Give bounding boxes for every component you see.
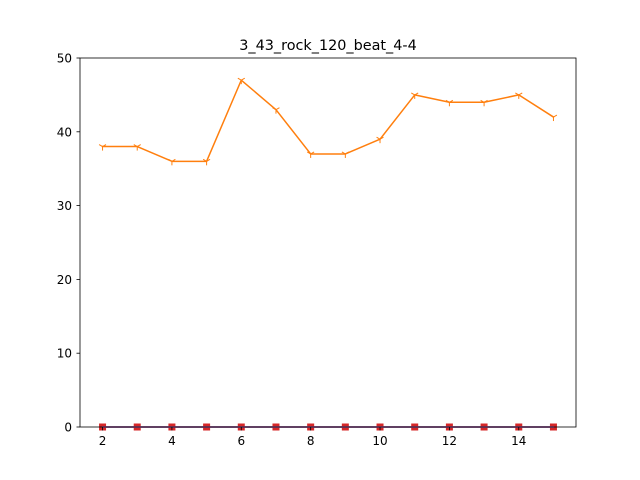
series-1-point xyxy=(410,92,419,99)
series-1-point xyxy=(480,99,488,107)
series-layer xyxy=(98,77,558,431)
series-1-line xyxy=(101,79,555,163)
x-tick-label: 14 xyxy=(511,434,526,448)
y-tick-label: 10 xyxy=(57,347,72,361)
series-1-point xyxy=(341,151,350,158)
y-tick-label: 30 xyxy=(57,199,72,213)
x-tick-label: 2 xyxy=(99,434,107,448)
series-1-point xyxy=(549,114,558,122)
x-tick-label: 4 xyxy=(168,434,176,448)
series-1-point xyxy=(133,144,141,151)
series-1-point xyxy=(98,144,107,151)
chart-title: 3_43_rock_120_beat_4-4 xyxy=(239,38,417,54)
axes-layer: 2 4 6 8 10 12 14 0 10 20 30 40 50 xyxy=(57,52,577,448)
x-tick-label: 12 xyxy=(442,434,457,448)
x-tick-label: 10 xyxy=(372,434,387,448)
series-1-point xyxy=(306,151,315,158)
axes-frame xyxy=(79,57,577,428)
series-1-point xyxy=(445,99,454,107)
series-1-point xyxy=(272,107,280,114)
series-1-point xyxy=(168,158,176,166)
series-1-point xyxy=(515,92,523,99)
y-tick-label: 40 xyxy=(57,125,72,139)
x-tick-label: 8 xyxy=(307,434,315,448)
y-tick-label: 20 xyxy=(57,273,72,287)
series-1-point xyxy=(237,77,246,85)
x-tick-label: 6 xyxy=(237,434,245,448)
y-tick-label: 0 xyxy=(64,421,72,435)
series-1-point xyxy=(202,158,211,166)
y-tick-label: 50 xyxy=(57,52,72,66)
series-1-point xyxy=(376,136,384,144)
